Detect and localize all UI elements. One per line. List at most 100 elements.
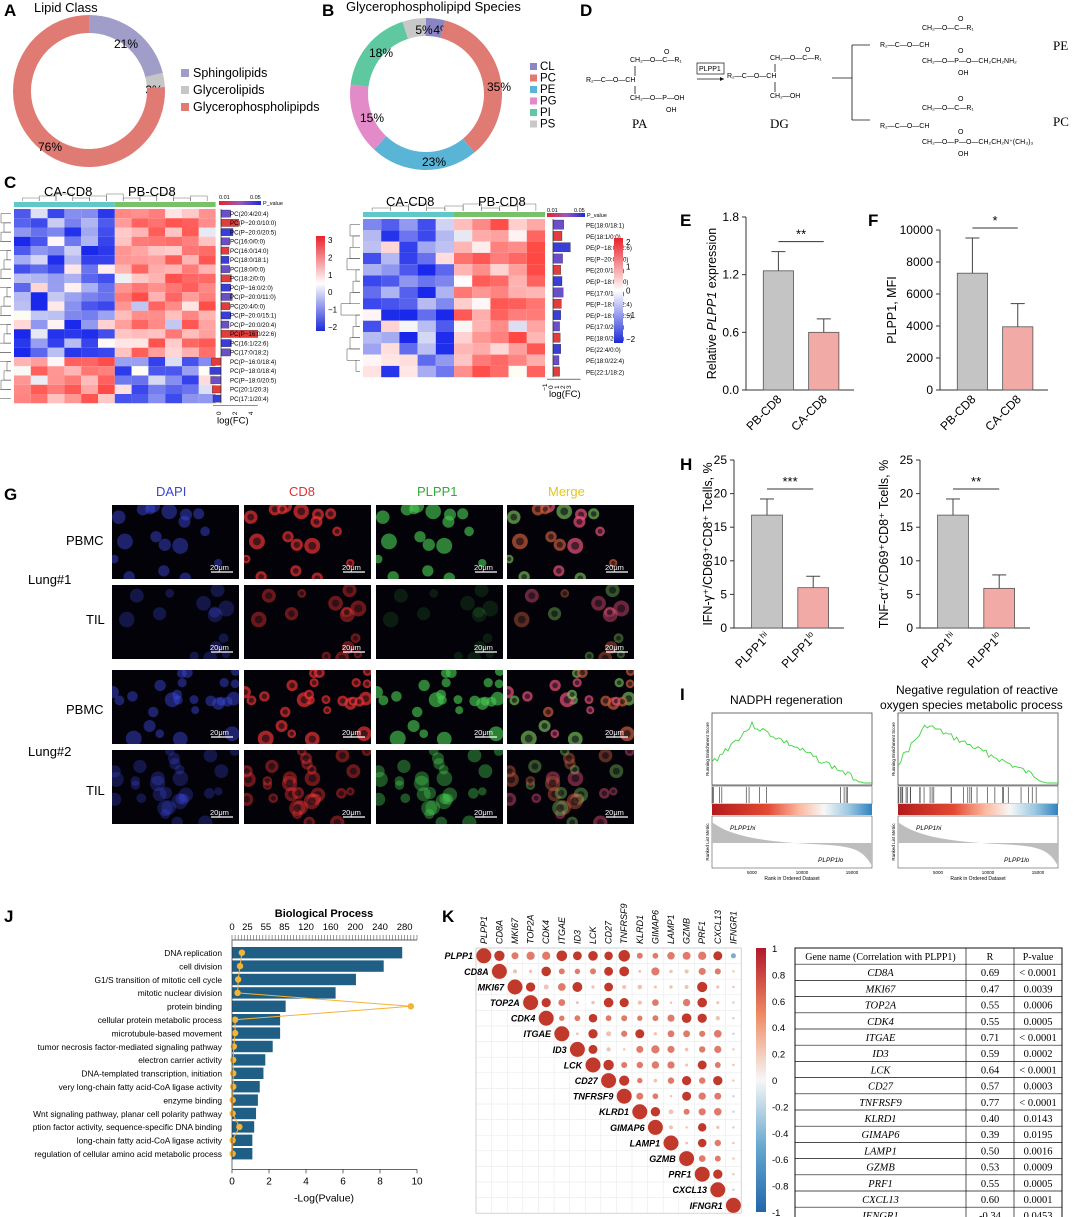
scale-bar-label: 20μm [342,808,361,817]
heatmap-cell [64,320,82,330]
correlation-dot [732,1188,735,1192]
heatmap-cell [131,347,149,357]
go-bar [232,1014,281,1026]
legend-label: PS [540,119,556,131]
heatmap-cell [182,218,199,228]
heatmap-cell [81,264,98,274]
column-label-merge: Merge [548,484,585,499]
heatmap-cell [399,275,418,287]
heatmap-cell [98,384,115,394]
heatmap-cell [148,292,166,302]
heatmap-cell [114,357,132,367]
scale-bar-label: 20μm [474,728,493,737]
heatmap-cell [526,286,545,299]
correlation-dot [588,1013,598,1023]
correlation-dot [668,1109,674,1115]
tag-hi: PLPP1hi [730,825,756,832]
colorbar-tick: 1 [772,944,777,955]
heatmap-cell [114,292,132,302]
heatmap-cell [198,338,216,348]
gsea-x-tick: 15000 [1032,870,1045,875]
correlation-dot [669,985,673,989]
correlation-dot [732,1001,735,1004]
heatmap-cell [490,354,509,366]
donut-slice-sphingolipids [89,15,163,78]
heatmap-cell [198,264,216,274]
correlation-dot [619,1075,630,1086]
correlation-dot [652,952,659,959]
y-tick-label: 15 [714,520,728,534]
go-term-label: protein binding [167,1002,222,1012]
correlation-dot [556,950,568,962]
correlation-dot [588,951,598,961]
correlation-dot [714,1062,721,1068]
correlation-dot [732,1063,735,1067]
fc-bar [212,385,222,394]
heatmap-cell [182,273,199,283]
group-label-ca-2: CA-CD8 [386,194,434,209]
heatmap-cell [526,332,545,344]
heatmap-cell [435,252,454,265]
correlation-dot [699,1030,706,1037]
heatmap-cell [508,252,527,265]
correlation-dot [491,963,507,979]
table-cell: 0.0143 [1024,1114,1053,1125]
matrix-row-label: KLRD1 [599,1107,629,1117]
correlation-dot [575,1001,579,1005]
heatmap-cell [381,252,400,265]
correlation-dot [652,999,659,1006]
heatmap-cell [47,347,65,357]
fc-bar [212,394,222,403]
heatmap-cell [526,264,545,276]
correlation-dot [636,1045,644,1053]
go-count-point [229,1137,236,1144]
heatmap-cell [81,338,98,348]
heatmap-cell [508,332,527,344]
scale-bar-label: 20μm [474,808,493,817]
svg-text:CH₂—O—P—O—CH₂CH₂N⁺(CH₃)₃: CH₂—O—P—O—CH₂CH₂N⁺(CH₃)₃ [922,139,1033,146]
heatmap-cell [98,283,115,293]
tag-lo: PLPP1lo [818,857,844,864]
go-top-tick: 200 [347,922,363,933]
heatmap-cell [148,264,166,274]
heatmap-cell [64,273,82,283]
correlation-dot [588,1029,598,1039]
heatmap-row-label: PE(17:0/20:4) [586,324,624,331]
x-tick-label: PLPP1lo [964,629,1006,671]
table-cell: IFNGR1 [861,1211,898,1217]
heatmap-colorbar [316,236,325,331]
correlation-dot [653,1078,658,1083]
y-tick-label: 5 [720,587,727,601]
correlation-dot [637,1077,643,1084]
heatmap-cell [131,246,149,256]
heatmap-cell [472,309,491,321]
heatmap-row-label: PC(18:0/18:1) [230,257,269,264]
heatmap-cell [14,375,31,385]
fc-bar [210,376,222,384]
correlation-dot [590,968,596,975]
heatmap-cell [399,264,418,276]
correlation-dot [732,1141,735,1145]
y-axis-label: IFN-γ⁺/CD69⁺CD8⁺ Tcells, % [701,462,715,625]
heatmap-cell [435,343,454,355]
fc-bar [220,237,230,246]
heatmap-cell [81,366,98,376]
heatmap-cell [30,218,48,228]
colorbar-tick: 2 [626,238,631,247]
colorbar-tick: -0.2 [772,1102,788,1113]
bar-chart-h-tnf: 0 5 10 15 20 25 PLPP1hi PLPP1lo ** TNF-α⁺/CD69⁺CD… [877,453,1030,671]
heatmap-cell [198,227,216,237]
heatmap-cell [490,241,509,253]
heatmap-cell [131,236,149,246]
heatmap-row-label: PC(P−16:0/2:0) [230,285,273,292]
heatmap-cell [508,354,527,366]
gsea-x-tick: 10000 [982,870,995,875]
svg-text:CH₂—O—C—R₁: CH₂—O—C—R₁ [922,105,974,112]
go-count-point [230,1056,237,1064]
correlation-dot [667,1061,675,1069]
heatmap-cell [363,275,382,287]
correlation-dot [619,998,629,1008]
group-label-ca-1: CA-CD8 [44,184,92,199]
heatmap-cell [417,264,436,276]
heatmap-cell [454,275,473,287]
